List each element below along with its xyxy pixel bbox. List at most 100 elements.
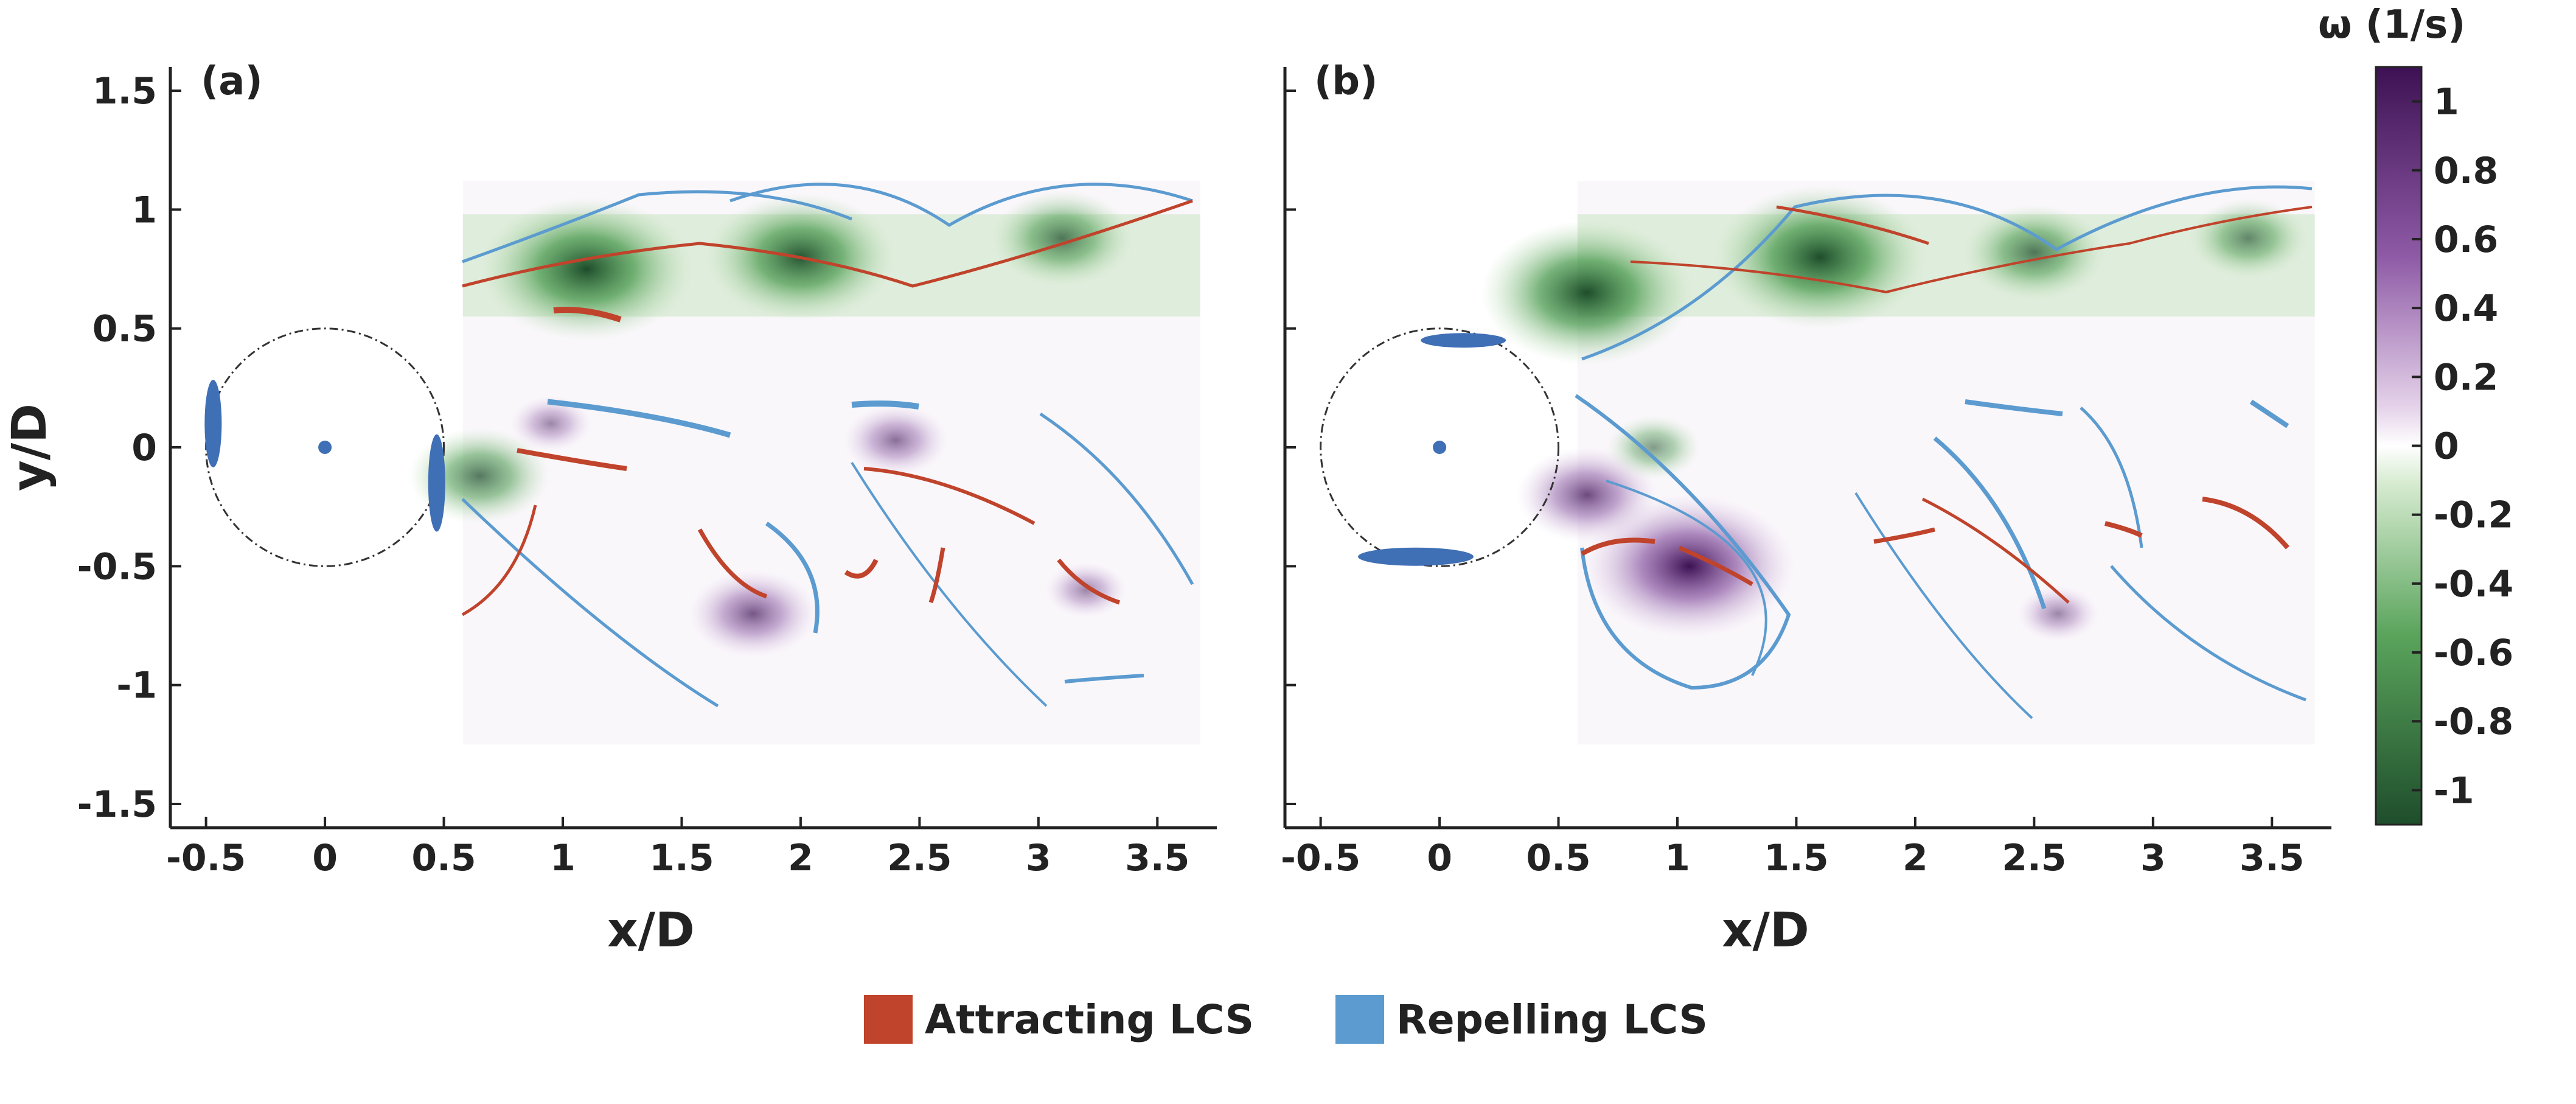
panel-a-label: (a) xyxy=(201,59,263,104)
negative-vortex-blob xyxy=(1963,204,2105,301)
repelling-lcs-curve xyxy=(1606,480,1767,676)
positive-vortex-blob xyxy=(2016,585,2100,642)
x-tick-label: 1.5 xyxy=(649,837,714,879)
positive-vortex-blob xyxy=(1583,494,1795,638)
colorbar-tick-label: -0.6 xyxy=(2434,632,2513,674)
attracting-lcs-curve xyxy=(1678,545,1753,587)
repelling-lcs-curve xyxy=(547,399,731,438)
x-tick-label: 0 xyxy=(312,837,338,879)
x-axis-label: x/D xyxy=(607,903,695,958)
cylinder-center-marker xyxy=(1433,441,1447,454)
panel-b-field xyxy=(1481,181,2315,745)
panel-b-label: (b) xyxy=(1314,59,1377,104)
cylinder-outline xyxy=(1320,327,1560,567)
attracting-lcs-curve xyxy=(1873,527,1935,544)
x-tick-label: 2.5 xyxy=(887,837,952,879)
x-tick-label: 2.5 xyxy=(2002,837,2066,879)
panel-b-lcs-curves xyxy=(1575,185,2313,719)
x-tick-label: -0.5 xyxy=(1281,837,1360,879)
repelling-lcs-curve xyxy=(1039,412,1194,585)
legend: Attracting LCS Repelling LCS xyxy=(864,995,1708,1044)
colorbar-tick-label: 0.8 xyxy=(2434,150,2498,192)
attracting-lcs-curve xyxy=(553,307,622,323)
repelling-lcs-curve xyxy=(1854,492,2033,719)
panel-b: -0.5 0 0.5 1 1.5 2 2.5 3 3.5 x/D (b) xyxy=(1281,59,2331,958)
repelling-lcs-curve xyxy=(2080,407,2143,548)
colorbar-tick-label: -0.8 xyxy=(2434,700,2513,743)
colorbar-tick-label: -1 xyxy=(2434,769,2474,812)
x-tick-label: 0.5 xyxy=(1526,837,1590,879)
y-tick-label: -1 xyxy=(116,665,157,707)
legend-label-attracting: Attracting LCS xyxy=(925,996,1254,1043)
y-tick-label: 1.5 xyxy=(92,70,157,113)
x-tick-label: -0.5 xyxy=(166,837,246,879)
x-axis-label: x/D xyxy=(1722,903,1809,958)
repelling-lcs-curve xyxy=(2110,565,2306,702)
attracting-lcs-curve xyxy=(1630,206,2313,294)
repelling-lcs-curve xyxy=(1575,394,1791,690)
negative-vortex-blob xyxy=(1481,220,1693,365)
colorbar-tick-label: -0.2 xyxy=(2434,494,2513,537)
legend-swatch-attracting xyxy=(864,995,913,1044)
positive-vortex-blob xyxy=(509,395,593,452)
colorbar-tick-label: 0.6 xyxy=(2434,218,2498,261)
repelling-lcs-curve xyxy=(729,183,1193,227)
separation-lcs-left xyxy=(204,379,222,467)
attracting-lcs-curve xyxy=(2202,497,2290,550)
attracting-lcs-curve xyxy=(462,199,1193,288)
x-tick-label: 3.5 xyxy=(2240,837,2304,879)
colorbar-tick-label: 0 xyxy=(2434,425,2459,468)
attracting-lcs-curve xyxy=(1921,497,2070,604)
attracting-lcs-curve xyxy=(844,559,879,579)
repelling-lcs-curve xyxy=(1933,436,2047,610)
attracting-lcs-curve xyxy=(1580,537,1655,556)
repelling-lcs-curve xyxy=(1965,399,2063,416)
positive-vortex-blob xyxy=(688,569,818,658)
x-tick-label: 3 xyxy=(1026,837,1051,879)
repelling-lcs-curve xyxy=(2249,399,2289,428)
negative-vortex-blob xyxy=(1714,184,1926,330)
colorbar-tick-label: -0.4 xyxy=(2434,563,2513,606)
attracting-lcs-curve xyxy=(1057,558,1121,605)
panel-b-axes: -0.5 0 0.5 1 1.5 2 2.5 3 3.5 x/D xyxy=(1281,67,2331,958)
panel-a-field xyxy=(409,181,1200,745)
y-tick-label: -1.5 xyxy=(77,783,157,826)
repelling-lcs-curve xyxy=(461,498,719,708)
x-tick-label: 0.5 xyxy=(411,837,476,879)
repelling-lcs-curve xyxy=(1581,185,2313,361)
attracting-lcs-curve xyxy=(461,505,537,617)
x-tick-label: 1.5 xyxy=(1764,837,1828,879)
positive-vortex-blob xyxy=(843,404,949,477)
panel-a-cylinder xyxy=(204,327,445,567)
panel-a: -0.5 0 0.5 1 1.5 2 2.5 3 3.5 1.5 1 0.5 0 -0.5 -1 -1.5 x/… xyxy=(2,59,1217,958)
x-tick-label: 2 xyxy=(1902,837,1928,879)
attracting-lcs-curve xyxy=(2104,521,2143,538)
legend-label-repelling: Repelling LCS xyxy=(1396,996,1708,1043)
colorbar-tick-label: 1 xyxy=(2434,81,2459,124)
separation-lcs-bottom xyxy=(1358,547,1474,566)
attracting-lcs-curve xyxy=(863,467,1036,525)
repelling-lcs-curve xyxy=(851,400,919,410)
repelling-lcs-curve xyxy=(462,190,852,264)
y-tick-label: 0 xyxy=(131,427,157,469)
repelling-lcs-curve xyxy=(765,522,820,634)
attracting-lcs-curve xyxy=(928,547,945,604)
legend-swatch-repelling xyxy=(1335,995,1384,1044)
y-tick-label: 1 xyxy=(131,189,157,231)
attracting-lcs-curve xyxy=(697,528,768,599)
x-tick-label: 3.5 xyxy=(1125,837,1189,879)
attracting-lcs-curve xyxy=(1776,205,1929,245)
negative-vortex-blob xyxy=(480,197,693,341)
colorbar-tick-label: 0.2 xyxy=(2434,356,2498,399)
x-tick-label: 1 xyxy=(1665,837,1690,879)
y-axis-label: y/D xyxy=(2,404,57,491)
panel-a-axes: -0.5 0 0.5 1 1.5 2 2.5 3 3.5 1.5 1 0.5 0 -0.5 -1 -1.5 x/… xyxy=(2,67,1217,958)
colorbar: ω (1/s) 1 0.8 0.6 0.4 0.2 0 -0.2 -0.4 -0.6 -0.8 -1 xyxy=(2318,2,2513,826)
separation-lcs-right xyxy=(428,434,445,532)
x-tick-label: 1 xyxy=(550,837,576,879)
x-tick-label: 3 xyxy=(2140,837,2166,879)
repelling-lcs-curve xyxy=(851,461,1048,707)
positive-vortex-blob xyxy=(1045,562,1127,618)
x-tick-label: 2 xyxy=(788,837,813,879)
